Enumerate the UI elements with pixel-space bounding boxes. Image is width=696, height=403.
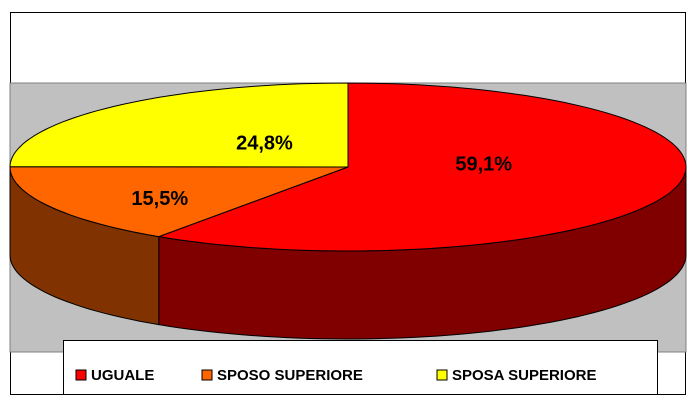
- pie-slice: [156, 82, 687, 252]
- legend: [63, 340, 658, 395]
- legend-entries: UGUALE SPOSO SUPERIORE SPOSA SUPERIORE: [75, 367, 596, 384]
- legend-swatch: [436, 369, 448, 381]
- data-label: 59,1%: [455, 154, 512, 176]
- data-label: 24,8%: [236, 132, 293, 154]
- pie: 59,1% 15,5% 24,8%: [9, 82, 687, 340]
- pie-slice: [9, 166, 349, 238]
- pie-slice: [9, 82, 349, 168]
- data-label: 15,5%: [131, 188, 188, 210]
- legend-label: SPOSO SUPERIORE: [217, 367, 363, 384]
- legend-label: SPOSA SUPERIORE: [452, 367, 596, 384]
- legend-swatch: [201, 369, 213, 381]
- legend-label: UGUALE: [91, 367, 154, 384]
- legend-swatch: [75, 369, 87, 381]
